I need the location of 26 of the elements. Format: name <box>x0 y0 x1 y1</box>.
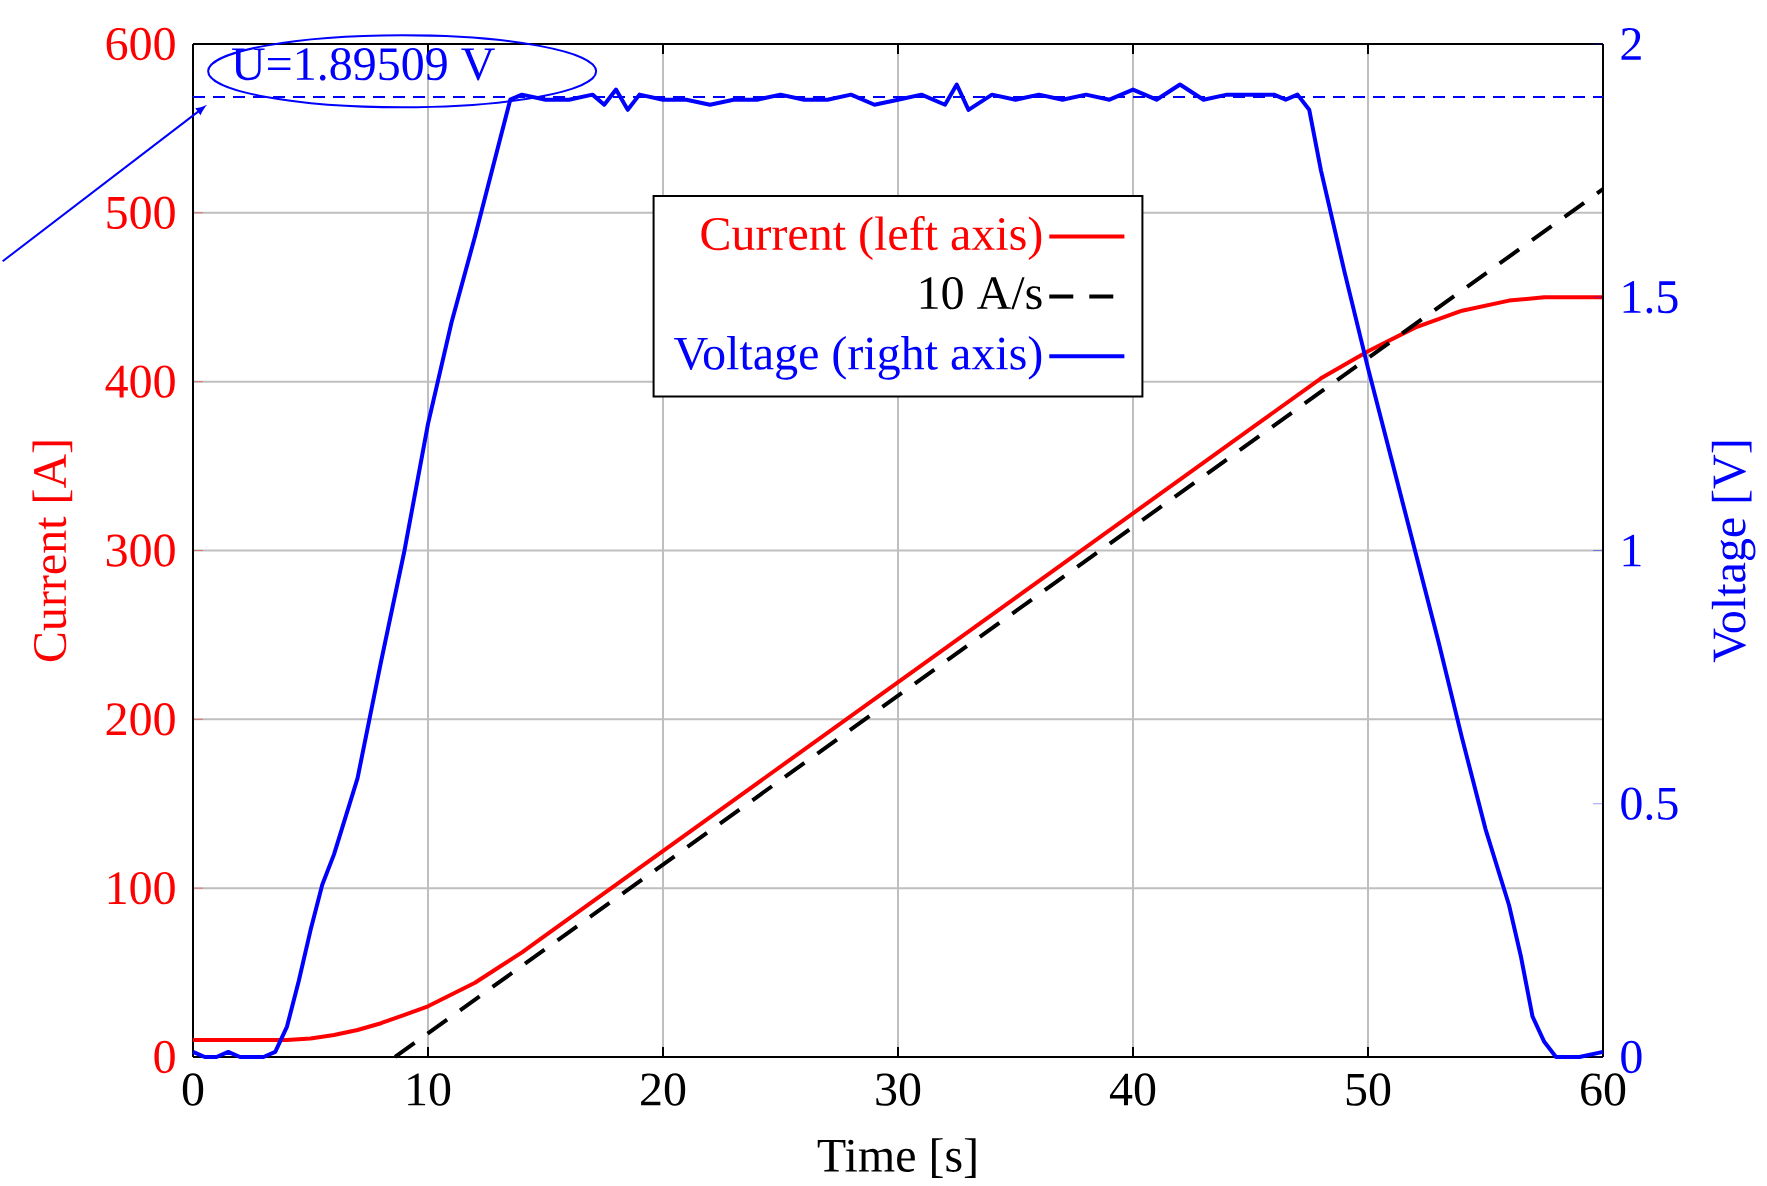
legend-label: Voltage (right axis) <box>674 336 1042 380</box>
y-tick-label: 500 <box>107 196 175 230</box>
y2-tick-label: 2 <box>1621 28 1641 60</box>
x-tick-label: 0 <box>182 1073 204 1106</box>
y2-tick-label: 0 <box>1621 1040 1642 1074</box>
y-tick-label: 600 <box>106 27 175 61</box>
y-tick-label: 200 <box>106 703 175 736</box>
x-tick-label: 30 <box>876 1073 921 1106</box>
y2-tick-label: 0.5 <box>1621 787 1678 821</box>
x-tick-label: 10 <box>408 1073 451 1106</box>
x-tick-label: 50 <box>1346 1073 1391 1106</box>
y2-tick-label: 1.5 <box>1623 281 1678 314</box>
y2-tick-label: 1 <box>1623 534 1641 567</box>
y2-axis-title: Voltage [V] <box>1711 441 1756 663</box>
legend-label: 10 A/s <box>920 276 1042 310</box>
y-tick-label: 300 <box>106 534 175 567</box>
x-tick-label: 60 <box>1581 1073 1626 1106</box>
x-tick-label: 40 <box>1109 1073 1156 1106</box>
legend-label: Current (left axis) <box>701 215 1042 260</box>
y-tick-label: 100 <box>108 871 175 905</box>
y-axis-title: Current [A] <box>32 441 73 662</box>
x-tick-label: 20 <box>641 1073 686 1106</box>
x-axis-title: Time [s] <box>817 1138 976 1178</box>
ref-line-label: U=1.89509 V <box>232 47 495 81</box>
y-tick-label: 400 <box>105 365 175 398</box>
y-tick-label: 0 <box>154 1040 175 1074</box>
